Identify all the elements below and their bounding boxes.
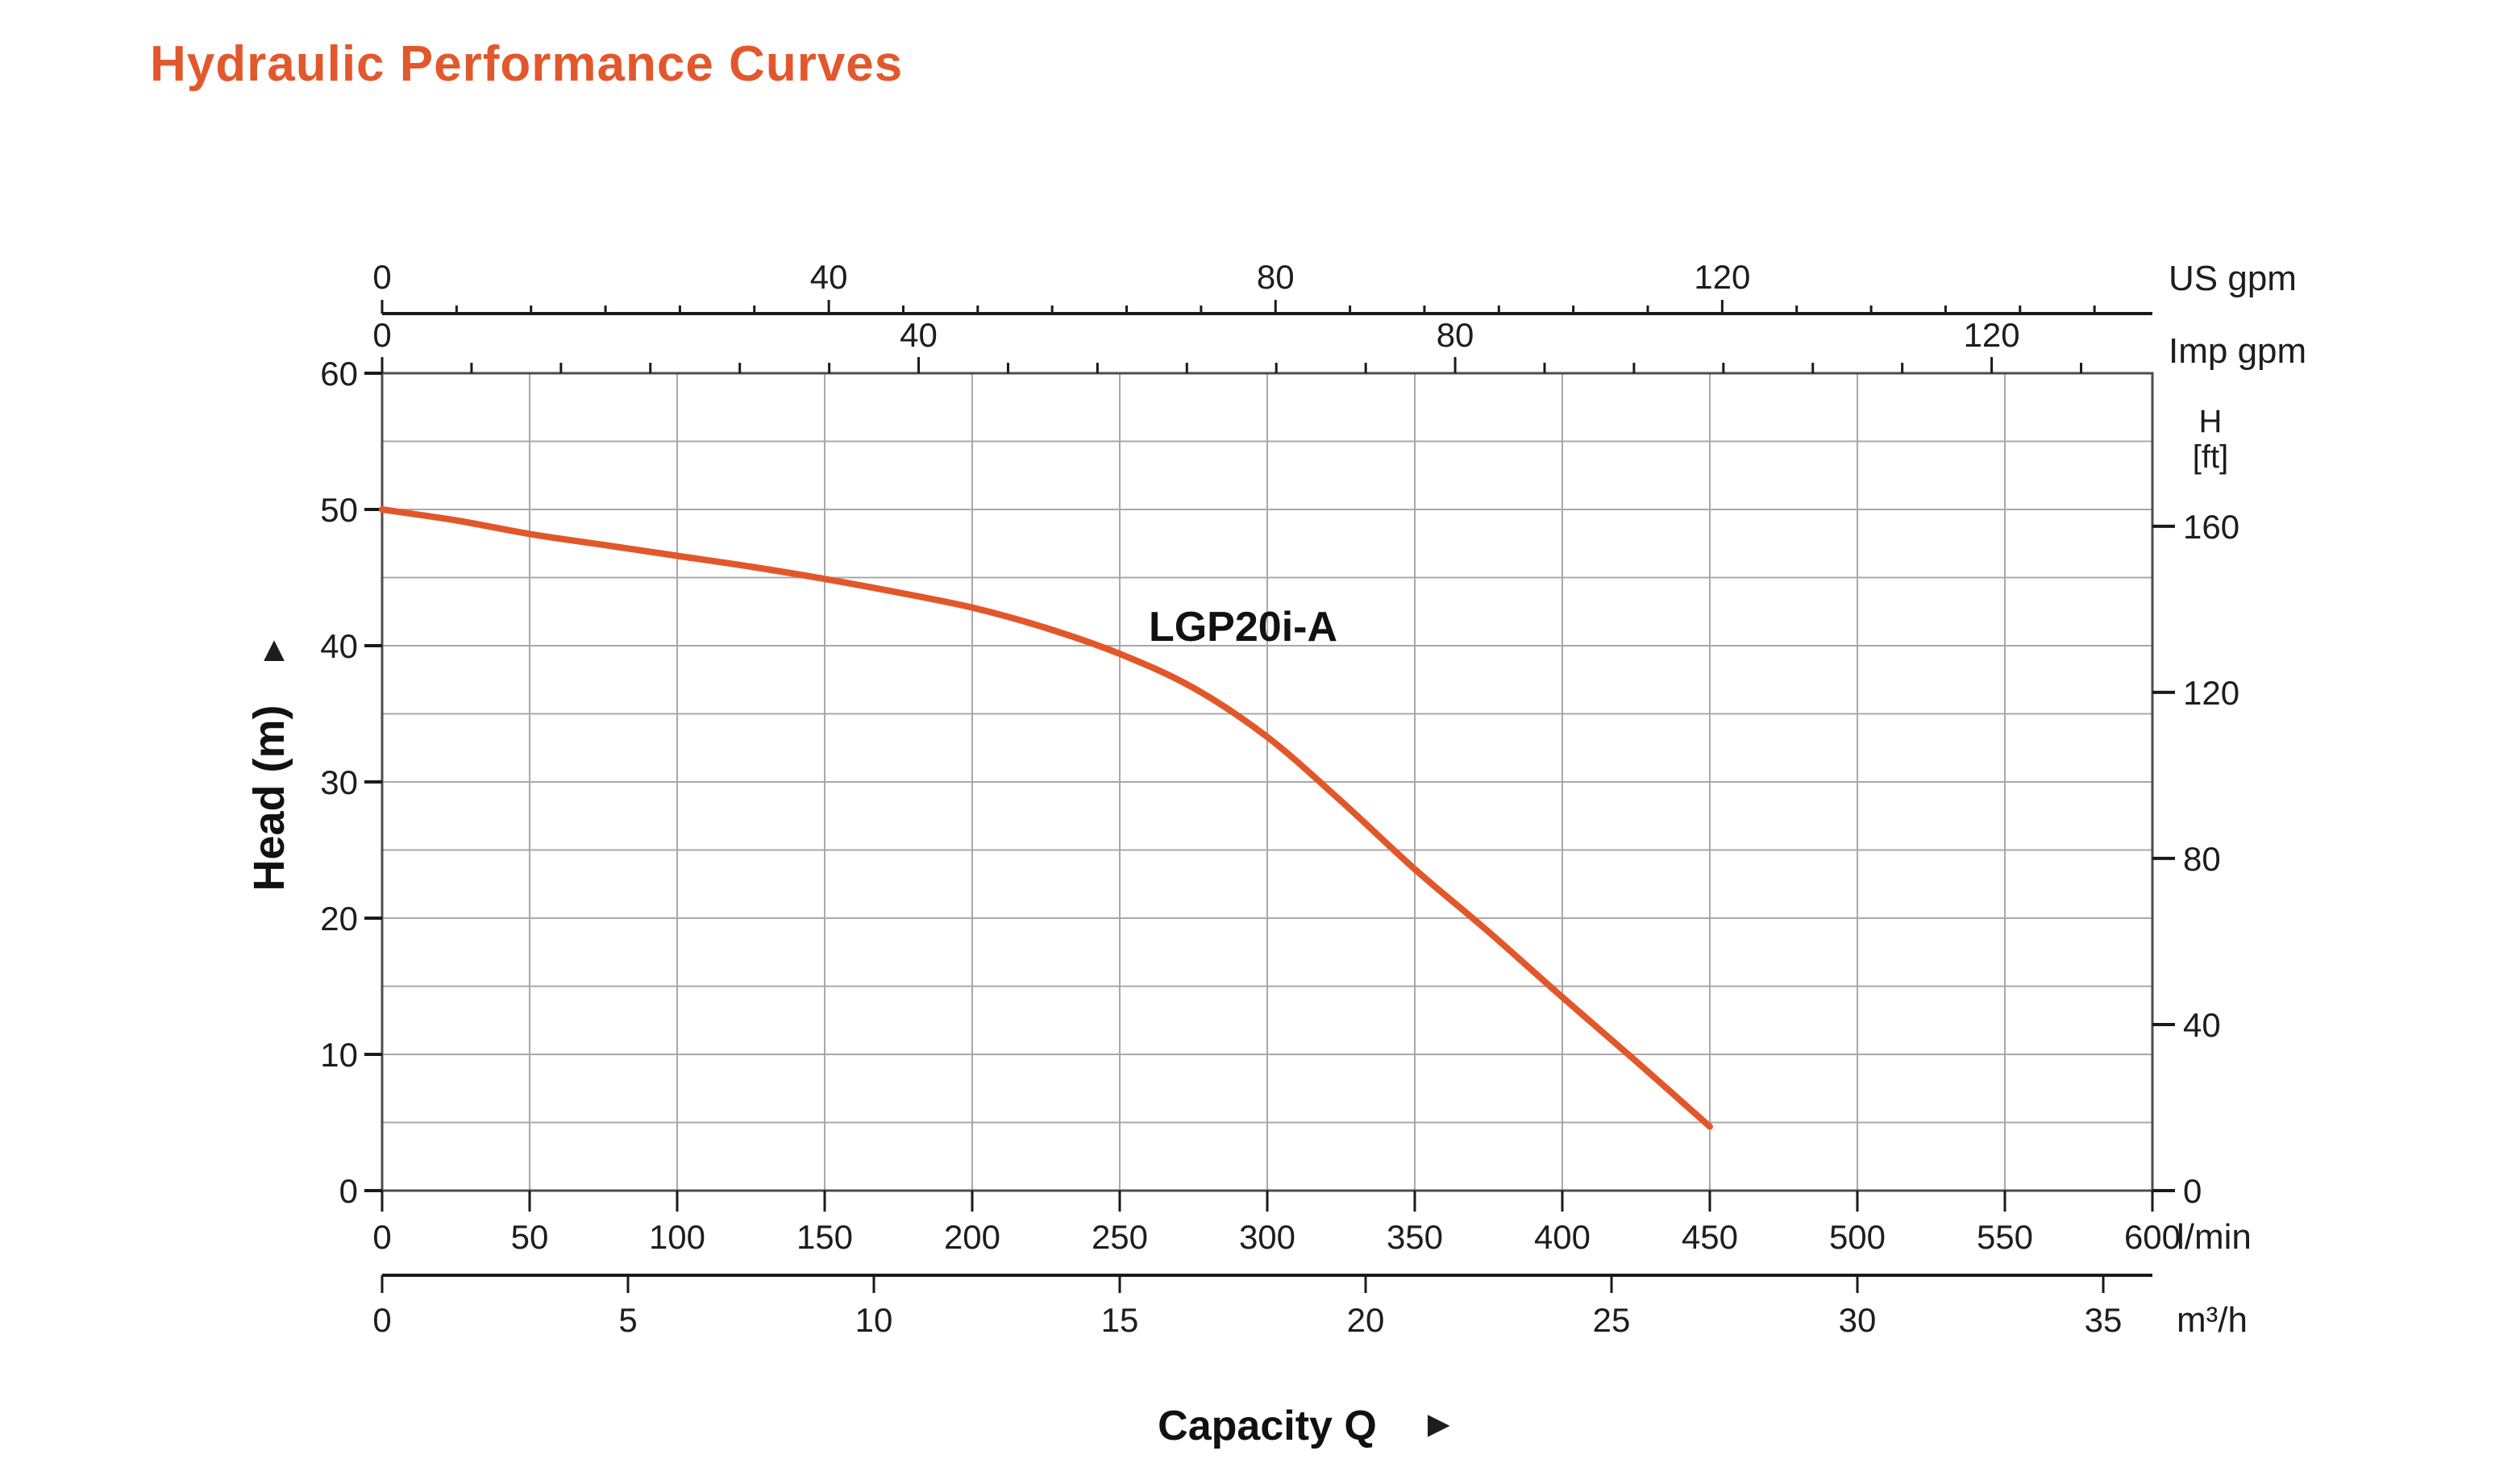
m3h-tick-label: 25 xyxy=(1593,1301,1631,1339)
lmin-unit-label: l/min xyxy=(2177,1217,2252,1257)
us-gpm-tick-label: 0 xyxy=(372,258,391,296)
right-axis-unit-h: H xyxy=(2199,404,2223,439)
m3h-tick-label: 20 xyxy=(1347,1301,1385,1339)
right-axis-tick-label: 160 xyxy=(2183,508,2239,546)
m3h-tick-label: 35 xyxy=(2085,1301,2123,1339)
lmin-tick-label: 200 xyxy=(944,1218,1000,1256)
right-axis-tick-label: 80 xyxy=(2183,840,2221,878)
curve-series-label: LGP20i-A xyxy=(1149,604,1337,651)
right-axis-tick-label: 120 xyxy=(2183,674,2239,712)
imp-gpm-tick-label: 40 xyxy=(900,316,938,354)
m3h-tick-label: 30 xyxy=(1839,1301,1877,1339)
m3h-tick-label: 5 xyxy=(618,1301,637,1339)
lmin-tick-label: 500 xyxy=(1829,1218,1886,1256)
capacity-axis-arrow-right-icon: ► xyxy=(1420,1403,1458,1445)
lmin-tick-label: 600 xyxy=(2124,1218,2181,1256)
left-axis-tick-label: 20 xyxy=(320,900,358,937)
left-axis-tick-label: 30 xyxy=(320,763,358,801)
us-gpm-tick-label: 40 xyxy=(810,258,848,296)
left-axis-tick-label: 50 xyxy=(320,491,358,529)
left-axis-tick-label: 60 xyxy=(320,355,358,393)
left-axis-tick-label: 40 xyxy=(320,627,358,665)
imp-gpm-tick-label: 80 xyxy=(1437,316,1474,354)
lmin-tick-label: 0 xyxy=(372,1218,391,1256)
lmin-tick-label: 400 xyxy=(1534,1218,1591,1256)
lmin-tick-label: 550 xyxy=(1977,1218,2033,1256)
capacity-axis-title: Capacity Q xyxy=(1158,1403,1377,1449)
left-axis-tick-label: 0 xyxy=(339,1172,358,1210)
lmin-tick-label: 350 xyxy=(1387,1218,1443,1256)
left-axis-tick-label: 10 xyxy=(320,1036,358,1074)
lmin-tick-label: 150 xyxy=(796,1218,853,1256)
lmin-tick-label: 50 xyxy=(511,1218,549,1256)
m3h-tick-label: 0 xyxy=(372,1301,391,1339)
imp-gpm-unit-label: Imp gpm xyxy=(2169,331,2306,371)
right-axis-unit-ft: [ft] xyxy=(2193,439,2228,475)
m3h-unit-label: m³/h xyxy=(2177,1300,2248,1340)
imp-gpm-tick-label: 0 xyxy=(372,316,391,354)
head-axis-arrow-up-icon: ▲ xyxy=(256,630,292,669)
lmin-tick-label: 100 xyxy=(649,1218,705,1256)
head-axis-title: Head (m) xyxy=(245,705,293,891)
lmin-tick-label: 300 xyxy=(1239,1218,1295,1256)
m3h-tick-label: 15 xyxy=(1101,1301,1139,1339)
lmin-tick-label: 250 xyxy=(1092,1218,1148,1256)
m3h-tick-label: 10 xyxy=(855,1301,893,1339)
us-gpm-unit-label: US gpm xyxy=(2169,259,2297,298)
page-title: Hydraulic Performance Curves xyxy=(150,36,904,92)
right-axis-tick-label: 0 xyxy=(2183,1172,2202,1210)
right-axis-tick-label: 40 xyxy=(2183,1006,2221,1044)
us-gpm-tick-label: 120 xyxy=(1694,258,1750,296)
curve-LGP20i-A xyxy=(379,506,1713,1130)
imp-gpm-tick-label: 120 xyxy=(1964,316,2020,354)
lmin-tick-label: 450 xyxy=(1682,1218,1738,1256)
us-gpm-tick-label: 80 xyxy=(1257,258,1295,296)
